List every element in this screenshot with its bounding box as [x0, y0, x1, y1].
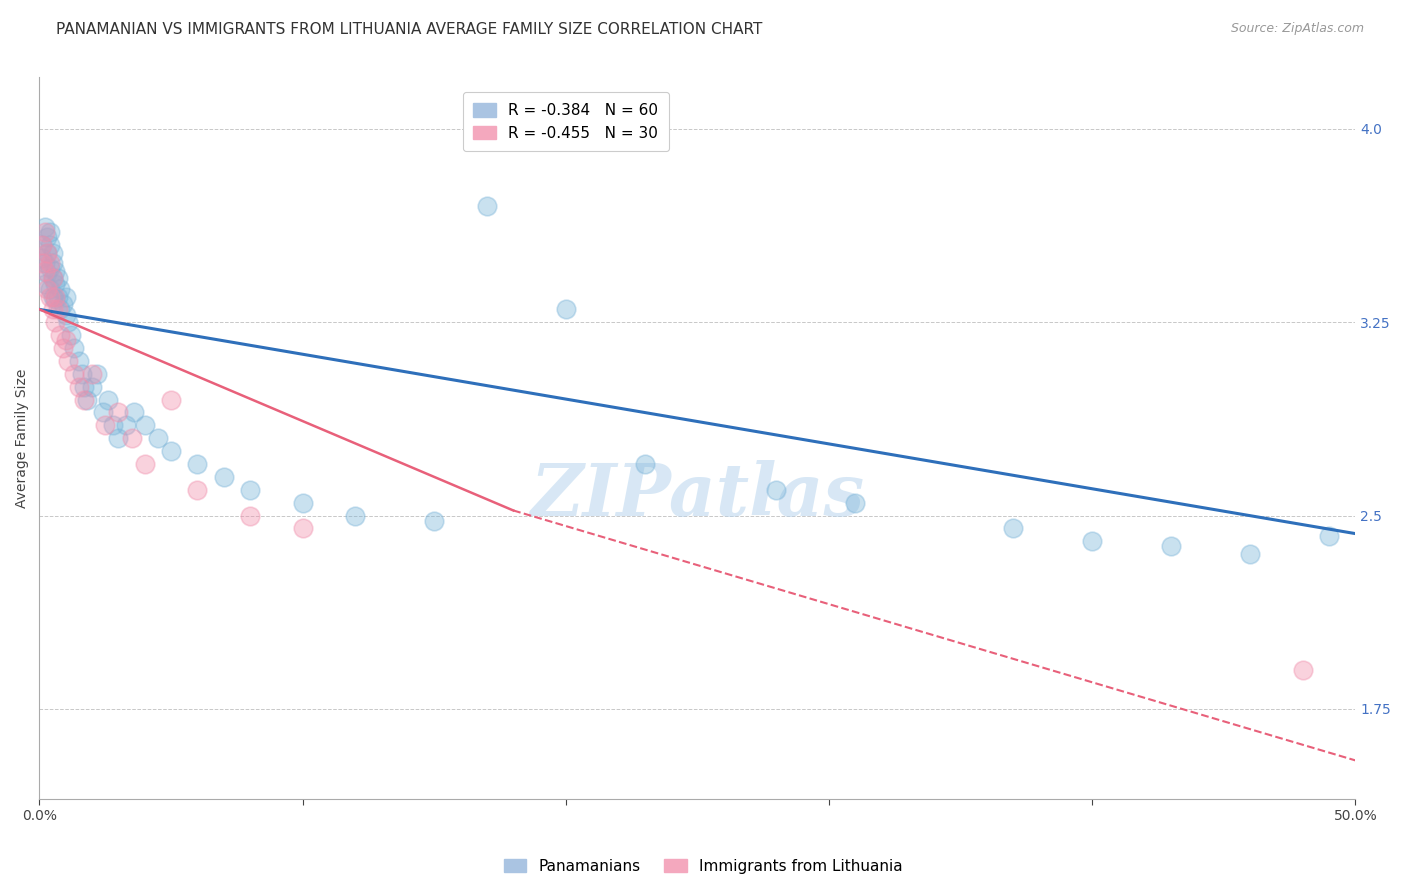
Point — [186, 483, 208, 497]
Point — [44, 264, 66, 278]
Point — [634, 457, 657, 471]
Point — [291, 496, 314, 510]
Point — [1160, 540, 1182, 554]
Point — [91, 405, 114, 419]
Point — [134, 457, 156, 471]
Point — [46, 271, 69, 285]
Point — [62, 341, 84, 355]
Point — [160, 392, 183, 407]
Point — [44, 315, 66, 329]
Point — [49, 328, 72, 343]
Point — [291, 521, 314, 535]
Point — [844, 496, 866, 510]
Point — [46, 302, 69, 317]
Point — [37, 230, 59, 244]
Point — [55, 334, 77, 348]
Point — [31, 238, 53, 252]
Point — [52, 297, 75, 311]
Point — [121, 431, 143, 445]
Text: Source: ZipAtlas.com: Source: ZipAtlas.com — [1230, 22, 1364, 36]
Point — [41, 302, 63, 317]
Point — [44, 277, 66, 291]
Point — [37, 266, 59, 280]
Point — [134, 418, 156, 433]
Point — [239, 483, 262, 497]
Point — [239, 508, 262, 523]
Point — [765, 483, 787, 497]
Point — [80, 367, 103, 381]
Point — [31, 251, 53, 265]
Point — [101, 418, 124, 433]
Point — [475, 199, 498, 213]
Point — [1081, 534, 1104, 549]
Point — [37, 282, 59, 296]
Point — [39, 289, 62, 303]
Point — [41, 245, 63, 260]
Point — [34, 264, 56, 278]
Point — [80, 380, 103, 394]
Point — [49, 302, 72, 317]
Point — [44, 289, 66, 303]
Point — [55, 289, 77, 303]
Point — [41, 256, 63, 270]
Point — [41, 289, 63, 303]
Point — [212, 470, 235, 484]
Y-axis label: Average Family Size: Average Family Size — [15, 368, 30, 508]
Point — [39, 238, 62, 252]
Text: ZIPatlas: ZIPatlas — [530, 460, 865, 532]
Point — [554, 302, 576, 317]
Point — [94, 418, 117, 433]
Point — [39, 225, 62, 239]
Point — [1317, 529, 1340, 543]
Point — [39, 261, 62, 276]
Point — [70, 367, 93, 381]
Point — [55, 308, 77, 322]
Point — [34, 225, 56, 239]
Point — [67, 380, 90, 394]
Point — [122, 405, 145, 419]
Point — [41, 271, 63, 285]
Point — [41, 271, 63, 285]
Point — [107, 405, 129, 419]
Point — [73, 392, 96, 407]
Point — [58, 354, 80, 368]
Point — [146, 431, 169, 445]
Point — [31, 256, 53, 270]
Point — [344, 508, 367, 523]
Point — [34, 256, 56, 270]
Point — [39, 282, 62, 296]
Point — [39, 256, 62, 270]
Point — [31, 238, 53, 252]
Legend: Panamanians, Immigrants from Lithuania: Panamanians, Immigrants from Lithuania — [498, 853, 908, 880]
Point — [97, 392, 120, 407]
Point — [46, 289, 69, 303]
Point — [76, 392, 98, 407]
Point — [1292, 663, 1315, 677]
Point — [423, 514, 446, 528]
Point — [1002, 521, 1025, 535]
Point — [62, 367, 84, 381]
Point — [59, 328, 82, 343]
Point — [67, 354, 90, 368]
Point — [34, 277, 56, 291]
Point — [1239, 547, 1261, 561]
Point — [44, 292, 66, 306]
Point — [186, 457, 208, 471]
Point — [58, 315, 80, 329]
Point — [37, 245, 59, 260]
Point — [52, 341, 75, 355]
Point — [73, 380, 96, 394]
Point — [107, 431, 129, 445]
Point — [86, 367, 108, 381]
Point — [115, 418, 138, 433]
Point — [49, 282, 72, 296]
Point — [34, 219, 56, 234]
Legend: R = -0.384   N = 60, R = -0.455   N = 30: R = -0.384 N = 60, R = -0.455 N = 30 — [463, 92, 669, 152]
Point — [37, 245, 59, 260]
Point — [160, 444, 183, 458]
Text: PANAMANIAN VS IMMIGRANTS FROM LITHUANIA AVERAGE FAMILY SIZE CORRELATION CHART: PANAMANIAN VS IMMIGRANTS FROM LITHUANIA … — [56, 22, 762, 37]
